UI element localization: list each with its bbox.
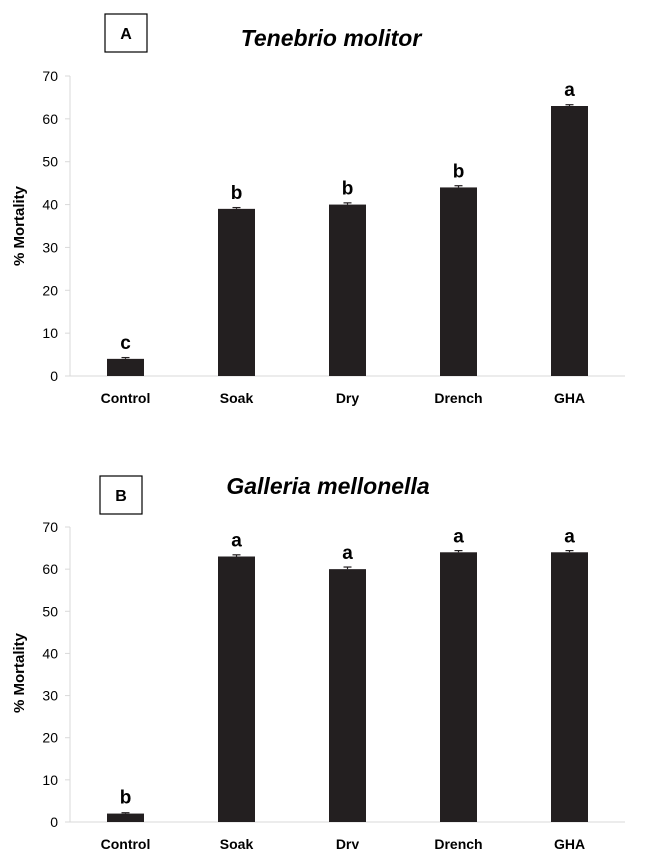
significance-letter: b bbox=[342, 179, 354, 200]
panel-label: B bbox=[115, 488, 127, 505]
x-tick-label: Drench bbox=[434, 390, 482, 406]
y-tick-label: 50 bbox=[42, 154, 58, 170]
y-axis-label: % Mortality bbox=[11, 632, 28, 713]
panel-b: B Galleria mellonella % Mortality 0 10 20 3… bbox=[11, 473, 625, 849]
x-tick-label: Drench bbox=[434, 836, 482, 849]
x-tick-label: GHA bbox=[554, 390, 585, 406]
significance-letter: b bbox=[453, 161, 465, 182]
y-tick-label: 30 bbox=[42, 239, 58, 255]
bar bbox=[329, 569, 366, 822]
bar bbox=[107, 358, 144, 376]
significance-letter: a bbox=[564, 526, 575, 547]
bar bbox=[551, 106, 588, 376]
y-tick-label: 10 bbox=[42, 772, 58, 788]
y-tick-label: 20 bbox=[42, 730, 58, 746]
bar bbox=[329, 204, 366, 376]
significance-letter: c bbox=[120, 333, 131, 354]
chart-title: Galleria mellonella bbox=[226, 473, 429, 499]
y-axis-label: % Mortality bbox=[11, 185, 28, 266]
x-tick-label: Soak bbox=[220, 390, 254, 406]
y-tick-label: 70 bbox=[42, 68, 58, 84]
significance-letter: b bbox=[231, 183, 243, 204]
y-tick-label: 60 bbox=[42, 111, 58, 127]
y-tick-label: 10 bbox=[42, 325, 58, 341]
bar bbox=[218, 208, 255, 376]
y-tick-label: 0 bbox=[50, 368, 58, 384]
bar bbox=[440, 187, 477, 376]
y-tick-label: 0 bbox=[50, 814, 58, 830]
x-tick-label: Control bbox=[101, 390, 151, 406]
plot-area: 0 10 20 30 40 50 60 70 c Control b Soak b Dry b Drench a… bbox=[42, 68, 625, 406]
y-tick-label: 20 bbox=[42, 282, 58, 298]
bar bbox=[440, 552, 477, 822]
bar bbox=[107, 813, 144, 822]
bar bbox=[551, 552, 588, 822]
plot-area: 0 10 20 30 40 50 60 70 b Control a Soak a Dry a Drench a… bbox=[42, 519, 625, 849]
x-tick-label: Dry bbox=[336, 836, 360, 849]
panel-a: A Tenebrio molitor % Mortality 0 10 20 30 40… bbox=[11, 13, 625, 406]
x-tick-label: Soak bbox=[220, 836, 254, 849]
y-tick-label: 40 bbox=[42, 197, 58, 213]
significance-letter: a bbox=[342, 543, 353, 564]
bar bbox=[218, 556, 255, 822]
x-tick-label: GHA bbox=[554, 836, 585, 849]
y-tick-label: 30 bbox=[42, 688, 58, 704]
y-tick-label: 70 bbox=[42, 519, 58, 535]
significance-letter: a bbox=[453, 526, 464, 547]
x-tick-label: Control bbox=[101, 836, 151, 849]
significance-letter: a bbox=[564, 80, 575, 101]
significance-letter: a bbox=[231, 531, 242, 552]
panel-label-box bbox=[104, 13, 148, 53]
y-tick-label: 40 bbox=[42, 645, 58, 661]
panel-label-box bbox=[99, 475, 143, 515]
panel-label: A bbox=[120, 26, 132, 43]
y-tick-label: 60 bbox=[42, 561, 58, 577]
x-tick-label: Dry bbox=[336, 390, 360, 406]
chart-title: Tenebrio molitor bbox=[241, 25, 423, 51]
significance-letter: b bbox=[120, 788, 132, 809]
y-tick-label: 50 bbox=[42, 603, 58, 619]
